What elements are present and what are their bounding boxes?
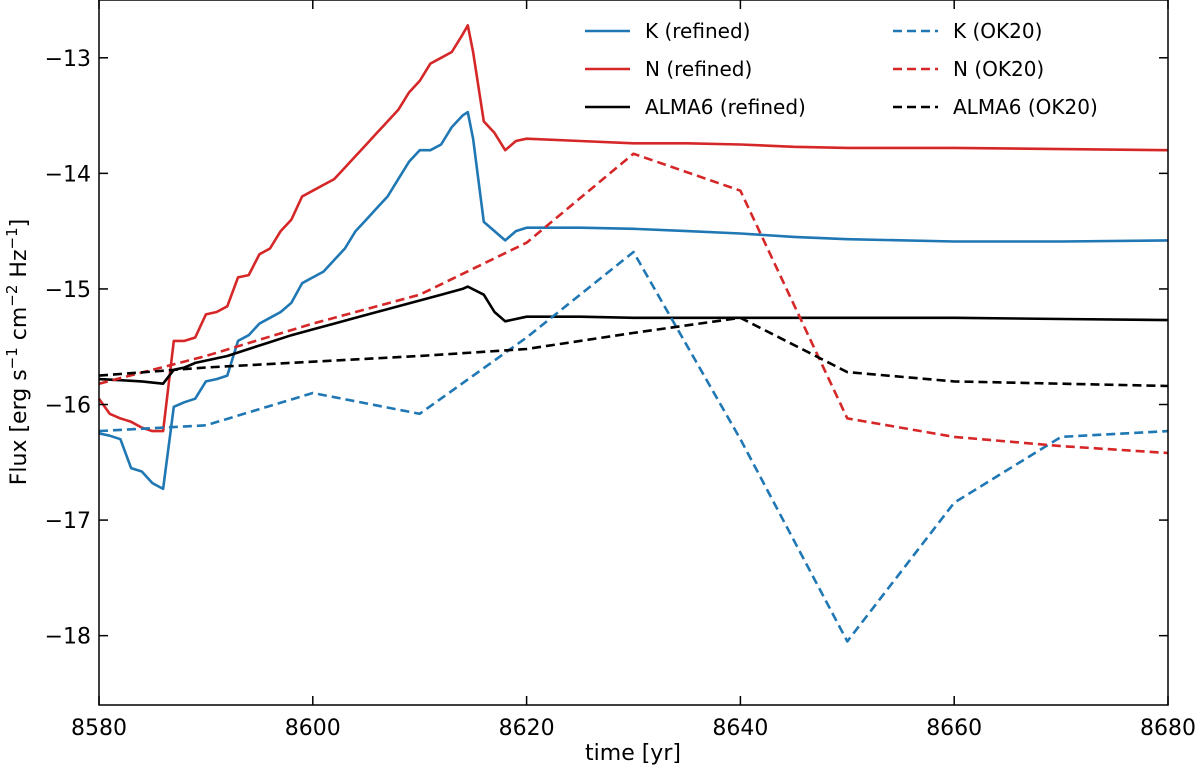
series-line-3	[98, 250, 1169, 643]
legend: K (refined) N (refined) ALMA6 (refined) K (…	[585, 19, 1098, 119]
x-tick-label: 8640	[712, 716, 768, 741]
legend-label-1: N (refined)	[645, 57, 752, 81]
y-axis-label: Flux [erg s−1 cm−2 Hz−1]	[3, 219, 32, 486]
legend-label-5: ALMA6 (OK20)	[953, 95, 1098, 119]
x-tick-label: 8580	[71, 716, 127, 741]
y-tick-label: −14	[45, 162, 91, 187]
legend-label-2: ALMA6 (refined)	[645, 95, 806, 119]
x-tick-label: 8600	[285, 716, 341, 741]
legend-label-3: K (OK20)	[953, 19, 1042, 43]
y-tick-label: −16	[45, 394, 91, 419]
series-line-5	[98, 316, 1169, 388]
ticks-layer: 8580 8600 8620 8640 8660 8680 −18 −17 −16 −15 −14 −…	[45, 0, 1196, 741]
series-line-1	[97, 24, 1169, 433]
series-line-0	[98, 110, 1169, 491]
y-tick-label: −18	[45, 625, 91, 650]
x-axis-label: time [yr]	[585, 741, 681, 766]
x-tick-label: 8680	[1140, 716, 1196, 741]
series-layer	[97, 24, 1169, 643]
x-tick-label: 8660	[926, 716, 982, 741]
series-line-4	[98, 152, 1169, 455]
legend-label-0: K (refined)	[645, 19, 750, 43]
plot-frame	[98, 0, 1169, 706]
legend-label-4: N (OK20)	[953, 57, 1044, 81]
y-tick-label: −17	[45, 509, 91, 534]
x-tick-label: 8620	[499, 716, 555, 741]
plot-area	[99, 0, 1168, 705]
y-tick-label: −15	[45, 278, 91, 303]
series-line-2	[98, 285, 1169, 385]
y-tick-label: −13	[45, 47, 91, 72]
